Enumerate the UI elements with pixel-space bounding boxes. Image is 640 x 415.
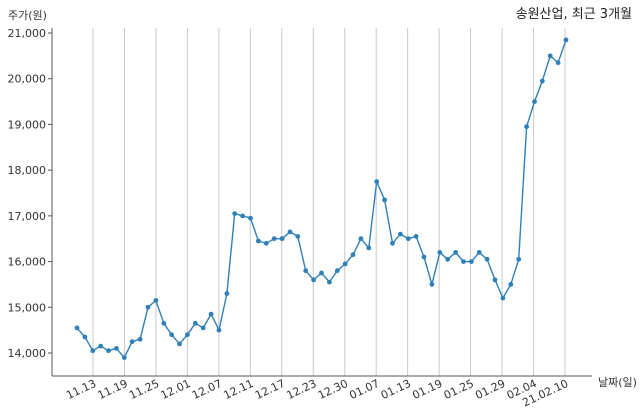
x-axis-label: 날짜(일) [598,375,637,389]
data-point [390,240,395,246]
data-point [547,53,553,59]
x-tick-label: 11.13 [64,377,98,402]
data-point [469,259,474,264]
x-tick-labels: 11.1311.1911.2512.0112.0712.1112.1712.23… [64,377,570,409]
x-tick-label: 12.17 [253,377,287,402]
data-point [90,348,96,354]
x-tick-label: 11.25 [127,377,161,402]
x-tick-label: 11.19 [96,377,130,402]
data-point [539,78,545,84]
data-point [177,341,182,347]
x-tick-label: 12.23 [284,377,318,402]
x-tick-label: 01.19 [410,377,444,402]
data-point [192,320,198,326]
x-tick-label: 01.25 [442,377,476,402]
data-point [350,252,356,258]
data-point [287,229,293,235]
data-point [121,355,127,360]
data-point [169,332,175,338]
chart-title: 송원산업, 최근 3개월 [516,7,632,22]
x-tick-label: 01.29 [473,377,507,402]
data-point [208,311,214,317]
x-tick-label: 01.13 [379,377,413,402]
data-point [271,236,277,242]
data-point [82,334,88,340]
x-tick-label: 12.01 [159,377,193,402]
data-point [279,236,285,242]
y-tick-label: 18,000 [8,164,47,177]
data-point [532,99,537,104]
data-point [413,234,419,239]
data-point [508,282,514,287]
data-point [153,298,159,303]
data-point [421,254,427,260]
data-point [311,277,316,283]
data-point [563,37,569,43]
data-point [437,250,443,255]
x-tick-label: 01.07 [347,377,381,402]
data-point [358,236,364,242]
data-point [476,250,482,255]
data-point [216,327,222,333]
data-point [263,240,269,246]
data-point [342,261,348,267]
data-point [295,234,301,239]
y-tick-label: 15,000 [8,301,47,314]
y-tick-label: 21,000 [8,27,47,40]
data-point [232,211,238,217]
y-tick-labels: 14,000 15,000 16,000 17,000 18,000 19,000 20,0… [8,27,52,360]
data-point [74,325,80,331]
data-point [200,325,206,331]
x-tick-label: 12.07 [190,377,224,402]
data-point [327,279,332,285]
y-axis-label: 주가(원) [8,9,47,22]
data-point [398,231,403,237]
data-point [98,343,104,349]
axes [51,28,592,377]
data-point [374,179,380,185]
data-point [185,332,190,338]
data-point [382,197,387,203]
data-point [224,291,230,296]
data-point [106,348,111,354]
data-point [555,60,561,66]
x-tick-label: 12.30 [316,377,350,402]
data-point [405,236,411,242]
data-point [240,213,246,219]
y-tick-label: 14,000 [8,347,47,360]
data-point [161,320,167,326]
data-point [145,304,151,310]
data-point [445,256,451,262]
y-tick-label: 20,000 [8,73,47,86]
x-tick-label: 12.11 [222,377,256,402]
data-point [484,256,490,262]
price-series [74,37,569,360]
data-point [461,259,466,264]
data-point [429,282,435,287]
gridlines [92,28,566,376]
data-point [303,268,309,274]
data-point [129,339,135,344]
data-point [137,336,143,342]
data-point [500,295,506,301]
series-line [76,39,567,359]
data-point [516,256,522,262]
data-point [366,245,372,251]
data-point [319,270,324,276]
data-point [492,277,498,283]
y-tick-label: 19,000 [8,118,47,131]
y-tick-label: 17,000 [8,210,47,223]
data-point [114,346,119,351]
y-tick-label: 16,000 [8,256,47,269]
data-point [453,250,458,255]
data-point [334,268,340,274]
data-point [256,238,261,244]
data-point [248,215,253,221]
data-point [524,124,529,130]
